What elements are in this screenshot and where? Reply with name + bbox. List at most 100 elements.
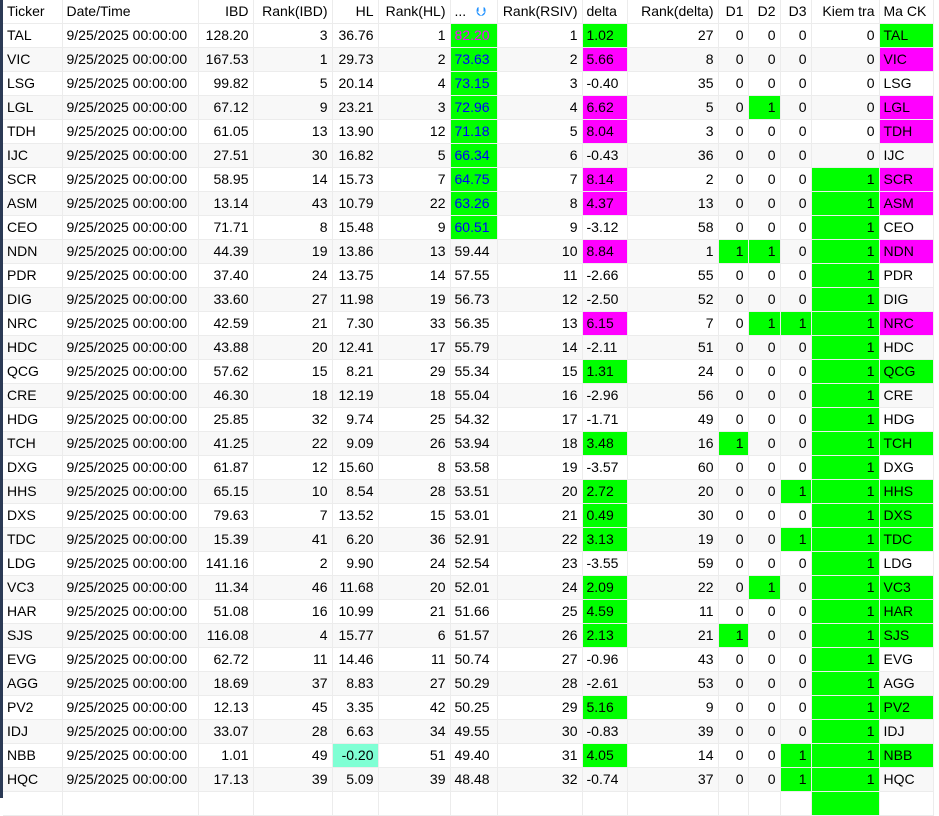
column-header-rank-rsiv[interactable]: Rank(RSIV) (497, 0, 583, 24)
column-header-rank-hl[interactable]: Rank(HL) (378, 0, 451, 24)
cell-rsiv: 49.40 (450, 743, 498, 768)
cell-rank-ibd: 1 (253, 47, 333, 72)
cell-rsiv: 71.18 (450, 119, 498, 144)
cell-rank-rsiv: 29 (497, 695, 583, 720)
table-row[interactable]: VC3 9/25/2025 00:00:00 11.34 46 11.68 20 52.01… (3, 575, 934, 600)
table-row[interactable]: SCR 9/25/2025 00:00:00 58.95 14 15.73 7 64.75 7… (3, 167, 934, 192)
table-row[interactable]: HHS 9/25/2025 00:00:00 65.15 10 8.54 28 53.51 2… (3, 479, 934, 504)
table-row[interactable]: LDG 9/25/2025 00:00:00 141.16 2 9.90 24 52.54 2… (3, 551, 934, 576)
cell-d2: 0 (748, 695, 781, 720)
cell-kiem-tra: 1 (811, 167, 880, 192)
table-row[interactable]: LSG 9/25/2025 00:00:00 99.82 5 20.14 4 73.15 3-… (3, 71, 934, 96)
column-header-datetime[interactable]: Date/Time (62, 0, 199, 24)
cell-ticker: LDG (3, 551, 63, 576)
cell-rsiv: 53.58 (450, 455, 498, 480)
cell-kiem-tra: 1 (811, 215, 880, 240)
table-row[interactable]: TCH 9/25/2025 00:00:00 41.25 22 9.09 26 53.94 1… (3, 431, 934, 456)
table-row[interactable]: TAL 9/25/2025 00:00:00 128.20 3 36.76 1 82.20 1… (3, 23, 934, 48)
column-header-d2[interactable]: D2 (748, 0, 781, 24)
column-header-rsiv[interactable]: ... ⮋ (450, 0, 498, 24)
cell-ma-ck: DXS (879, 503, 934, 528)
cell-ticker: CRE (3, 383, 63, 408)
table-row[interactable]: HDC 9/25/2025 00:00:00 43.88 20 12.41 17 55.79… (3, 335, 934, 360)
cell-rank-ibd: 2 (253, 551, 333, 576)
cell-ibd: 79.63 (198, 503, 254, 528)
table-row[interactable]: NRC 9/25/2025 00:00:00 42.59 21 7.30 33 56.35 1… (3, 311, 934, 336)
table-row[interactable]: LGL 9/25/2025 00:00:00 67.12 9 23.21 3 72.96 4 6… (3, 95, 934, 120)
table-row[interactable]: DIG 9/25/2025 00:00:00 33.60 27 11.98 19 56.73… (3, 287, 934, 312)
cell-ticker: VIC (3, 47, 63, 72)
cell-rsiv: 51.57 (450, 623, 498, 648)
cell-rank-delta: 21 (627, 623, 719, 648)
cell-datetime: 9/25/2025 00:00:00 (62, 191, 199, 216)
cell-delta: -2.96 (582, 383, 628, 408)
table-row[interactable]: IDJ 9/25/2025 00:00:00 33.07 28 6.63 34 49.55 3… (3, 719, 934, 744)
cell-delta: 2.09 (582, 575, 628, 600)
column-header-ma-ck[interactable]: Ma CK (879, 0, 934, 24)
cell-rank-delta: 9 (627, 695, 719, 720)
cell-ticker: NDN (3, 239, 63, 264)
table-row[interactable]: NBB 9/25/2025 00:00:00 1.01 49 -0.20 51 49.40 3… (3, 743, 934, 768)
table-row[interactable]: PV2 9/25/2025 00:00:00 12.13 45 3.35 42 50.25 2… (3, 695, 934, 720)
table-row[interactable]: ASM 9/25/2025 00:00:00 13.14 43 10.79 22 63.26… (3, 191, 934, 216)
cell-d2: 0 (748, 47, 781, 72)
cell-d1: 0 (718, 287, 749, 312)
cell-rank-rsiv: 12 (497, 287, 583, 312)
table-row[interactable]: HAR 9/25/2025 00:00:00 51.08 16 10.99 21 51.66… (3, 599, 934, 624)
table-row[interactable]: TDC 9/25/2025 00:00:00 15.39 41 6.20 36 52.91 2… (3, 527, 934, 552)
cell-kiem-tra: 1 (811, 335, 880, 360)
cell-kiem-tra: 1 (811, 455, 880, 480)
table-row[interactable]: TDH 9/25/2025 00:00:00 61.05 13 13.90 12 71.18… (3, 119, 934, 144)
table-row[interactable]: EVG 9/25/2025 00:00:00 62.72 11 14.46 11 50.74… (3, 647, 934, 672)
table-row[interactable]: QCG 9/25/2025 00:00:00 57.62 15 8.21 29 55.34 1… (3, 359, 934, 384)
column-header-ticker[interactable]: Ticker (3, 0, 63, 24)
data-grid[interactable]: Ticker Date/Time IBD Rank(IBD) HL Rank(HL)...… (3, 0, 934, 816)
column-header-hl[interactable]: HL (332, 0, 379, 24)
column-header-d3[interactable]: D3 (780, 0, 812, 24)
cell-d3: 0 (780, 647, 812, 672)
table-row[interactable]: DXS 9/25/2025 00:00:00 79.63 7 13.52 15 53.01 2… (3, 503, 934, 528)
cell-rsiv: 59.44 (450, 239, 498, 264)
cell-rank-rsiv: 27 (497, 647, 583, 672)
cell-d3: 0 (780, 287, 812, 312)
column-header-label: D1 (725, 3, 744, 19)
cell-datetime: 9/25/2025 00:00:00 (62, 743, 199, 768)
cell-delta: -0.96 (582, 647, 628, 672)
table-row[interactable]: SJS 9/25/2025 00:00:00 116.08 4 15.77 6 51.57 2… (3, 623, 934, 648)
cell-d2: 0 (748, 455, 781, 480)
sort-descending-icon[interactable]: ⮋ (476, 4, 487, 19)
cell-rank-ibd: 49 (253, 743, 333, 768)
table-row[interactable]: AGG 9/25/2025 00:00:00 18.69 37 8.83 27 50.29 2… (3, 671, 934, 696)
table-row[interactable]: CEO 9/25/2025 00:00:00 71.71 8 15.48 9 60.51 9-… (3, 215, 934, 240)
column-header-ibd[interactable]: IBD (198, 0, 254, 24)
cell-ticker: TDH (3, 119, 63, 144)
table-row[interactable]: PDR 9/25/2025 00:00:00 37.40 24 13.75 14 57.55… (3, 263, 934, 288)
cell-d3: 0 (780, 23, 812, 48)
cell-rank-hl: 29 (378, 359, 451, 384)
cell-hl: 8.21 (332, 359, 379, 384)
table-row[interactable]: CRE 9/25/2025 00:00:00 46.30 18 12.19 18 55.04… (3, 383, 934, 408)
cell-hl: 23.21 (332, 95, 379, 120)
table-row[interactable]: HDG 9/25/2025 00:00:00 25.85 32 9.74 25 54.32 1… (3, 407, 934, 432)
cell-ticker: IDJ (3, 719, 63, 744)
cell-ma-ck: IDJ (879, 719, 934, 744)
table-row[interactable]: IJC 9/25/2025 00:00:00 27.51 30 16.82 5 66.34 6… (3, 143, 934, 168)
cell-rank-rsiv: 14 (497, 335, 583, 360)
column-header-delta[interactable]: delta (582, 0, 628, 24)
column-header-kiem-tra[interactable]: Kiem tra (811, 0, 880, 24)
cell-ibd: 58.95 (198, 167, 254, 192)
cell-hl: 29.73 (332, 47, 379, 72)
cell-rank-delta: 2 (627, 167, 719, 192)
cell-hl: 13.75 (332, 263, 379, 288)
table-row[interactable]: VIC 9/25/2025 00:00:00 167.53 1 29.73 2 73.63 2… (3, 47, 934, 72)
table-row[interactable]: HQC 9/25/2025 00:00:00 17.13 39 5.09 39 48.48 3… (3, 767, 934, 792)
table-row[interactable]: NDN 9/25/2025 00:00:00 44.39 19 13.86 13 59.44… (3, 239, 934, 264)
column-header-rank-delta[interactable]: Rank(delta) (627, 0, 719, 24)
column-header-d1[interactable]: D1 (718, 0, 749, 24)
table-row[interactable]: DXG 9/25/2025 00:00:00 61.87 12 15.60 8 53.58 1… (3, 455, 934, 480)
cell-datetime: 9/25/2025 00:00:00 (62, 719, 199, 744)
column-header-rank-ibd[interactable]: Rank(IBD) (253, 0, 333, 24)
cell-d3: 0 (780, 263, 812, 288)
cell-kiem-tra: 1 (811, 719, 880, 744)
cell-d1: 0 (718, 407, 749, 432)
